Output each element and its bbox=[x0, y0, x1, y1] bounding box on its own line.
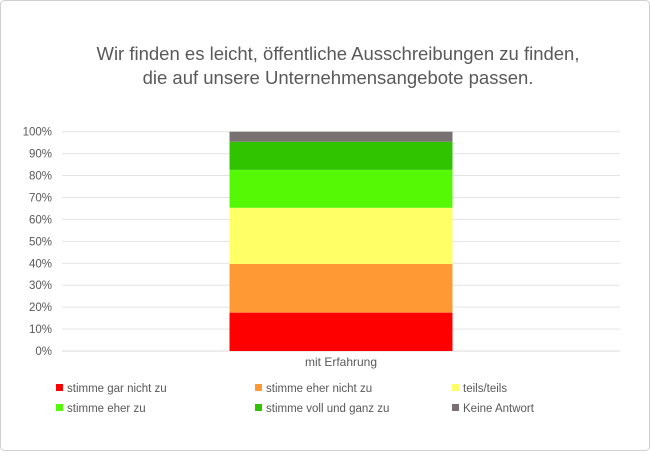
legend-swatch bbox=[56, 384, 63, 391]
y-tick-label: 70% bbox=[29, 192, 52, 204]
y-tick-label: 90% bbox=[29, 149, 52, 161]
bar-segment-5 bbox=[229, 131, 453, 142]
legend-item: stimme voll und ganz zu bbox=[255, 403, 389, 415]
y-tick-label: 20% bbox=[29, 302, 52, 314]
bar-segment-3 bbox=[229, 169, 453, 208]
y-tick-label: 60% bbox=[29, 214, 52, 226]
legend-label: stimme voll und ganz zu bbox=[266, 403, 389, 415]
bar-segment-1 bbox=[229, 263, 453, 313]
y-tick-label: 50% bbox=[29, 236, 52, 248]
chart-title-line-1: Wir finden es leicht, öffentliche Aussch… bbox=[96, 43, 579, 64]
legend-label: stimme eher zu bbox=[67, 403, 146, 415]
legend-swatch bbox=[255, 384, 262, 391]
bar-segment-0 bbox=[229, 312, 453, 351]
bar-segment-4 bbox=[229, 141, 453, 170]
y-tick-label: 80% bbox=[29, 171, 52, 183]
legend-swatch bbox=[452, 384, 459, 391]
y-tick-label: 10% bbox=[29, 324, 52, 336]
legend-swatch bbox=[452, 404, 459, 411]
legend-item: stimme gar nicht zu bbox=[56, 383, 167, 395]
legend-item: stimme eher zu bbox=[56, 403, 146, 415]
legend-item: Keine Antwort bbox=[452, 403, 535, 415]
y-tick-label: 30% bbox=[29, 280, 52, 292]
y-tick-label: 40% bbox=[29, 258, 52, 270]
x-tick-label: mit Erfahrung bbox=[305, 355, 377, 369]
legend-swatch bbox=[56, 404, 63, 411]
y-tick-label: 100% bbox=[23, 127, 52, 139]
legend-item: stimme eher nicht zu bbox=[255, 383, 372, 395]
legend-label: Keine Antwort bbox=[463, 403, 535, 415]
legend-label: stimme gar nicht zu bbox=[67, 383, 167, 395]
legend-label: stimme eher nicht zu bbox=[266, 383, 372, 395]
legend-label: teils/teils bbox=[463, 383, 507, 395]
legend-item: teils/teils bbox=[452, 383, 507, 395]
y-tick-label: 0% bbox=[35, 346, 52, 358]
chart-title-line-2: die auf unsere Unternehmensangebote pass… bbox=[143, 67, 534, 88]
legend-swatch bbox=[255, 404, 262, 411]
bar-segment-2 bbox=[229, 207, 453, 264]
